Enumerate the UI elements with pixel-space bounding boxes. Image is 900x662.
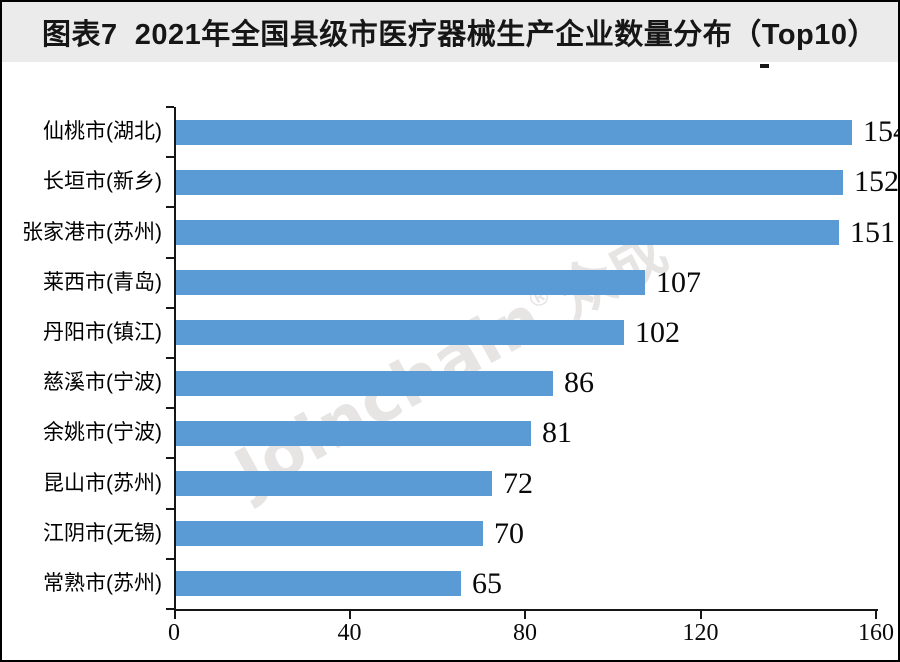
y-axis-tick: [166, 407, 174, 410]
bar: [176, 421, 531, 446]
bar: [176, 371, 553, 396]
bar: [176, 170, 843, 195]
bar-value-label: 107: [656, 266, 701, 299]
y-axis-tick: [166, 306, 174, 309]
category-label: 慈溪市(宁波): [43, 371, 162, 394]
category-label: 丹阳市(镇江): [43, 321, 162, 344]
x-axis-tick: [348, 611, 351, 619]
bar-value-label: 70: [494, 517, 524, 550]
x-axis-tick-label: 160: [858, 620, 894, 646]
figure-title: 图表7 2021年全国县级市医疗器械生产企业数量分布（Top10）: [42, 19, 878, 51]
x-axis-tick: [699, 611, 702, 619]
bar: [176, 120, 852, 145]
category-label: 常熟市(苏州): [43, 572, 162, 595]
category-label: 张家港市(苏州): [22, 221, 162, 244]
y-axis-tick: [166, 608, 174, 610]
y-axis-tick: [166, 457, 174, 460]
category-label: 仙桃市(湖北): [43, 120, 162, 143]
x-axis-tick: [875, 611, 877, 619]
bar: [176, 471, 492, 496]
category-label: 江阴市(无锡): [43, 522, 162, 545]
bar: [176, 220, 839, 245]
x-axis-tick-label: 0: [168, 620, 180, 646]
bar: [176, 270, 645, 295]
bar: [176, 320, 624, 345]
category-label: 长垣市(新乡): [43, 170, 162, 193]
bar-value-label: 151: [850, 216, 895, 249]
category-label: 莱西市(青岛): [43, 271, 162, 294]
x-axis-tick-label: 80: [513, 620, 537, 646]
x-axis-tick: [524, 611, 526, 619]
x-axis-tick-label: 120: [682, 620, 719, 646]
bar: [176, 521, 483, 546]
bar-value-label: 102: [635, 316, 680, 349]
bar-value-label: 72: [503, 467, 533, 500]
y-axis-tick: [166, 507, 174, 510]
title-band: 图表7 2021年全国县级市医疗器械生产企业数量分布（Top10）: [2, 2, 898, 62]
y-axis-tick: [166, 256, 174, 259]
y-axis-tick: [166, 557, 174, 560]
bar: [176, 571, 461, 596]
x-axis-line: [174, 609, 878, 611]
bar-value-label: 65: [472, 567, 502, 600]
crop-artifact-mark: [760, 64, 769, 68]
y-axis-tick: [166, 106, 174, 108]
y-axis-tick: [166, 357, 174, 359]
bar-value-label: 152: [854, 165, 899, 198]
category-label: 余姚市(宁波): [43, 421, 162, 444]
y-axis-tick: [166, 156, 174, 159]
y-axis-tick: [166, 206, 174, 209]
bar-value-label: 81: [542, 416, 572, 449]
category-label: 昆山市(苏州): [43, 472, 162, 495]
y-axis-line: [174, 107, 176, 619]
x-axis-tick-label: 40: [337, 620, 362, 646]
bar-value-label: 86: [564, 366, 594, 399]
bar-value-label: 154: [863, 115, 898, 148]
